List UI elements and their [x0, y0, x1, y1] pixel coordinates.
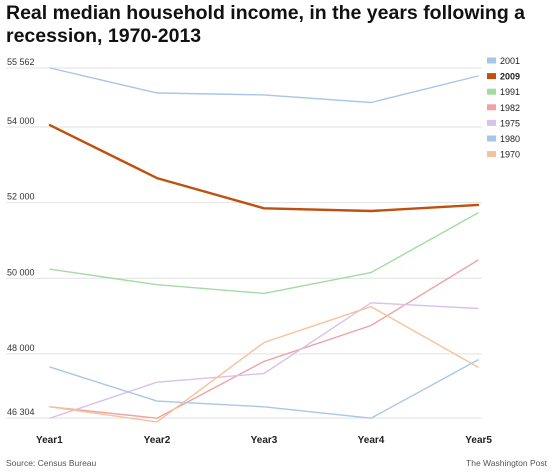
legend-label-1970: 1970	[500, 150, 520, 160]
y-tick-label: 50 000	[7, 267, 35, 277]
legend: 2001 2009 1991 1982 1975 1980 1970	[487, 56, 520, 160]
series-line-1991	[49, 212, 479, 295]
series-lines	[48, 67, 480, 423]
legend-swatch-2009	[487, 73, 496, 80]
y-axis: 55 562 54 000 52 000 50 000 48 000 46 304	[7, 57, 35, 417]
legend-label-1980: 1980	[500, 134, 520, 144]
credit-note: The Washington Post	[466, 458, 547, 468]
y-tick-label: 54 000	[7, 116, 35, 126]
grid	[6, 67, 482, 419]
y-tick-label: 55 562	[7, 57, 35, 67]
legend-swatch-1980	[487, 135, 496, 142]
legend-label-1982: 1982	[500, 103, 520, 113]
series-line-1975	[49, 302, 479, 419]
x-tick-label: Year5	[465, 435, 492, 446]
y-tick-label: 52 000	[7, 192, 35, 202]
series-line-1980	[49, 359, 479, 419]
x-tick-label: Year4	[358, 435, 385, 446]
legend-swatch-1970	[487, 151, 496, 158]
legend-label-2001: 2001	[500, 56, 520, 66]
legend-swatch-2001	[487, 57, 496, 64]
x-axis: Year1 Year2 Year3 Year4 Year5	[36, 435, 492, 446]
series-line-2009	[48, 123, 480, 213]
series-line-2001	[49, 67, 479, 104]
legend-label-2009: 2009	[500, 72, 520, 82]
x-tick-label: Year1	[36, 435, 63, 446]
y-tick-label: 46 304	[7, 407, 35, 417]
legend-label-1975: 1975	[500, 118, 520, 128]
x-tick-label: Year2	[144, 435, 171, 446]
series-line-1970	[49, 305, 479, 423]
legend-swatch-1982	[487, 104, 496, 111]
chart-title: Real median household income, in the yea…	[6, 2, 526, 47]
legend-label-1991: 1991	[500, 87, 520, 97]
y-tick-label: 48 000	[7, 343, 35, 353]
series-line-1982	[49, 259, 479, 419]
x-tick-label: Year3	[251, 435, 278, 446]
legend-swatch-1991	[487, 88, 496, 95]
source-note: Source: Census Bureau	[6, 458, 97, 468]
legend-swatch-1975	[487, 119, 496, 126]
